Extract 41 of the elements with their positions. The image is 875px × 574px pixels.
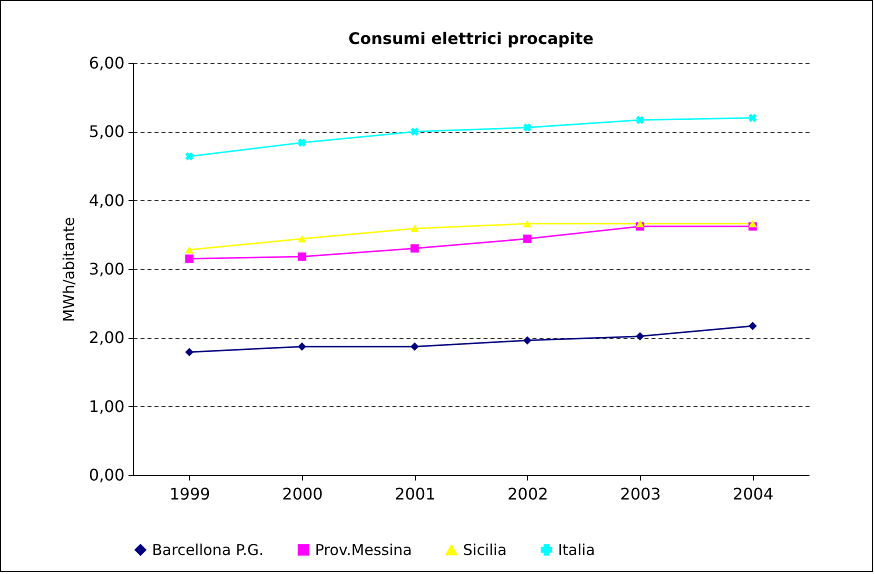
point xyxy=(523,123,532,132)
y-tick-label: 1,00 xyxy=(88,396,124,416)
x-tick-label: 2001 xyxy=(394,484,436,504)
y-tick-label: 6,00 xyxy=(88,54,124,72)
point xyxy=(185,254,194,263)
point xyxy=(185,152,194,161)
point xyxy=(636,332,644,340)
point xyxy=(523,220,532,228)
point xyxy=(410,342,419,351)
legend-label: Italia xyxy=(558,540,596,559)
legend-label: Prov.Messina xyxy=(315,540,412,559)
legend-label: Sicilia xyxy=(463,541,507,560)
point xyxy=(636,220,644,228)
point xyxy=(523,336,532,345)
x-tick-label: 2004 xyxy=(732,484,774,504)
point xyxy=(410,128,419,136)
point xyxy=(748,114,757,122)
y-axis-title: MWh/abitante xyxy=(60,217,78,322)
x-tick-label: 2003 xyxy=(620,484,661,504)
x-tick-label: 2000 xyxy=(282,484,323,504)
y-tick-label: 3,00 xyxy=(88,260,124,278)
x-tick-label: 2002 xyxy=(507,484,548,504)
point xyxy=(748,322,757,330)
legend-label: Barcellona P.G. xyxy=(152,540,264,559)
y-tick-label: 0,00 xyxy=(88,466,124,484)
x-tick-label: 1999 xyxy=(169,484,210,504)
point xyxy=(410,224,419,232)
point xyxy=(636,116,644,124)
point xyxy=(185,246,194,254)
y-tick-label: 5,00 xyxy=(88,122,124,142)
point xyxy=(298,235,306,242)
y-tick-label: 2,00 xyxy=(88,328,124,348)
point xyxy=(298,342,306,351)
point xyxy=(185,348,194,356)
point xyxy=(748,220,757,228)
chart-title: Consumi elettrici procapite xyxy=(348,29,594,48)
point xyxy=(410,244,419,253)
point xyxy=(298,252,306,261)
point xyxy=(523,234,532,243)
y-tick-label: 4,00 xyxy=(88,190,124,210)
point xyxy=(298,138,306,147)
